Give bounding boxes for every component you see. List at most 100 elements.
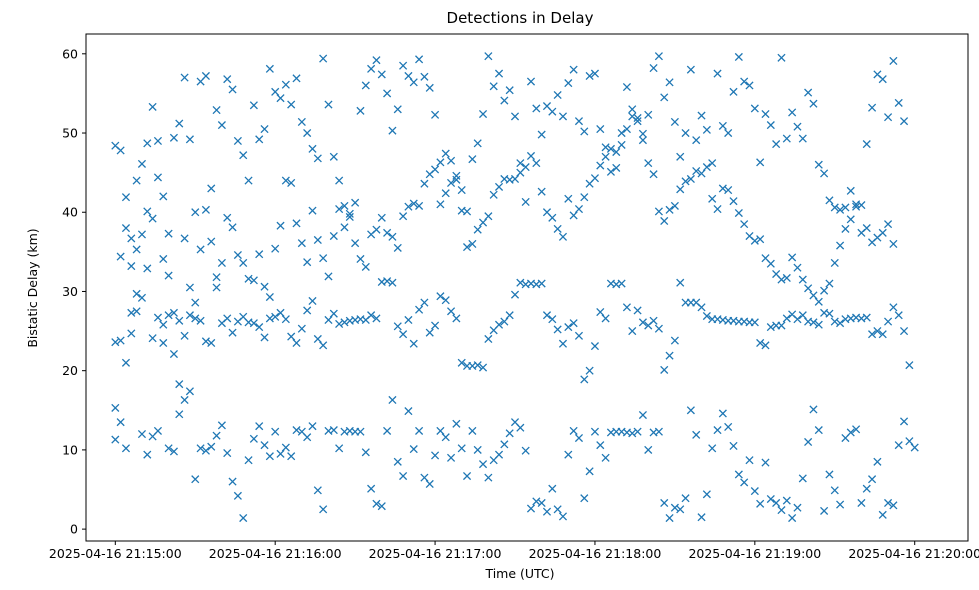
detection-point	[313, 486, 322, 495]
detection-point	[804, 437, 813, 447]
detection-point	[494, 182, 504, 191]
detection-point	[777, 506, 786, 515]
detection-point	[297, 117, 306, 126]
detection-point	[718, 184, 727, 193]
detection-point	[489, 82, 498, 91]
detection-point	[654, 207, 663, 216]
detection-point	[494, 450, 504, 459]
detection-point	[436, 292, 445, 301]
detection-point	[212, 105, 221, 115]
detection-point	[478, 109, 488, 119]
detection-point	[606, 167, 615, 176]
detection-point	[308, 144, 317, 153]
detection-point	[596, 161, 605, 170]
detection-point	[564, 194, 573, 203]
x-tick-label: 2025-04-16 21:15:00	[49, 546, 182, 561]
detection-point	[590, 174, 600, 183]
detection-point	[276, 308, 285, 317]
detection-point	[217, 421, 226, 430]
detection-point	[223, 75, 232, 84]
detection-point	[169, 447, 178, 456]
detection-point	[292, 219, 301, 228]
detection-point	[596, 441, 605, 450]
detection-point	[388, 126, 397, 135]
detection-point	[303, 306, 312, 315]
detection-point	[159, 192, 168, 201]
detection-point	[127, 262, 136, 271]
detection-point	[132, 176, 141, 185]
detection-point	[825, 470, 834, 479]
detection-point	[420, 473, 429, 482]
detection-point	[462, 471, 472, 481]
detection-point	[292, 74, 301, 83]
detection-point	[441, 296, 450, 305]
detection-point	[196, 245, 205, 254]
detection-point	[836, 500, 845, 509]
detection-point	[446, 178, 456, 187]
detection-point	[654, 324, 663, 333]
detection-point	[889, 501, 898, 510]
detection-point	[335, 319, 344, 329]
detection-point	[580, 494, 589, 503]
detection-point	[814, 297, 823, 306]
detection-point	[287, 452, 296, 461]
detection-point	[452, 419, 461, 428]
detection-point	[436, 426, 445, 435]
detection-point	[686, 174, 695, 184]
detection-point	[676, 152, 685, 161]
detection-point	[569, 319, 578, 328]
detection-point	[233, 250, 242, 260]
plot-area-frame	[85, 33, 969, 542]
detection-point	[638, 318, 647, 327]
detection-point	[148, 102, 157, 111]
detection-point	[697, 303, 706, 312]
detection-point	[622, 125, 631, 134]
detection-point	[164, 229, 173, 238]
detection-point	[185, 311, 194, 320]
detection-point	[404, 71, 413, 81]
detection-point	[660, 216, 669, 226]
detection-point	[590, 69, 600, 78]
detection-point	[244, 274, 253, 283]
detection-point	[271, 87, 280, 96]
detection-point	[777, 321, 786, 330]
detection-point	[676, 185, 685, 194]
detection-point	[782, 273, 791, 283]
detection-point	[724, 128, 733, 138]
detection-point	[814, 426, 823, 435]
detection-point	[825, 309, 834, 318]
detection-point	[153, 136, 163, 146]
detection-point	[724, 422, 733, 431]
detection-point	[681, 128, 690, 138]
detection-point	[510, 174, 520, 184]
detection-point	[548, 213, 557, 222]
detection-point	[425, 328, 434, 337]
detection-point	[516, 423, 525, 432]
detection-point	[548, 315, 557, 324]
detection-point	[708, 444, 717, 453]
detection-point	[585, 366, 594, 375]
detection-point	[809, 405, 818, 414]
detection-point	[127, 329, 136, 338]
detection-point	[383, 228, 392, 237]
detection-point	[175, 119, 184, 128]
detection-point	[494, 320, 504, 329]
detection-point	[670, 201, 679, 210]
detection-point	[409, 78, 418, 87]
detection-point	[324, 272, 333, 281]
chart-title: Detections in Delay	[447, 9, 594, 27]
detection-point	[457, 358, 466, 367]
detection-point	[596, 125, 605, 134]
detection-point	[281, 443, 290, 452]
detection-point	[548, 107, 557, 116]
detection-point	[766, 494, 775, 504]
detection-point	[590, 427, 600, 436]
y-tick-label: 10	[62, 442, 78, 457]
detection-point	[526, 77, 536, 86]
detection-point	[638, 129, 647, 138]
detection-point	[313, 154, 322, 163]
detection-point	[212, 273, 221, 282]
detection-point	[329, 152, 338, 161]
detection-point	[356, 254, 365, 264]
detection-point	[820, 169, 829, 178]
